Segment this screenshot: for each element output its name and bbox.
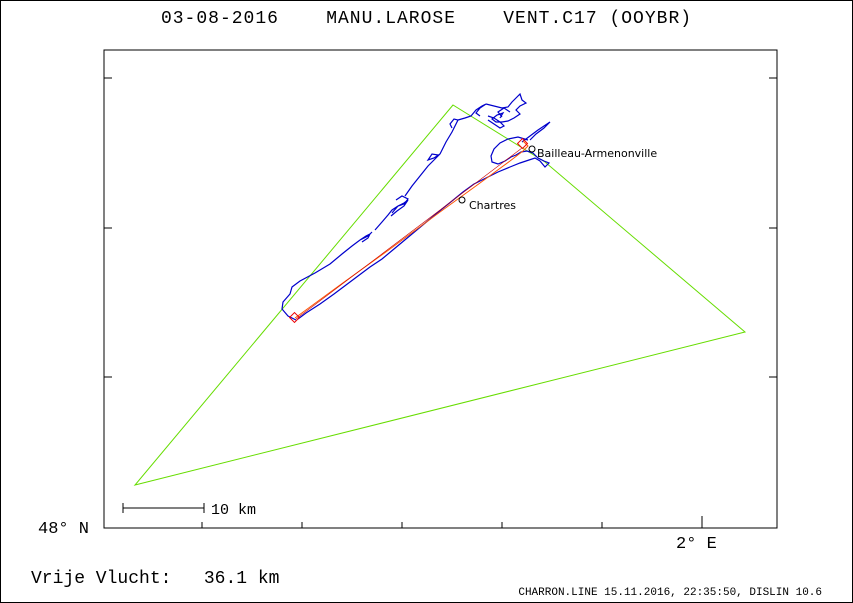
page-title: 03-08-2016 MANU.LAROSE VENT.C17 (OOYBR) xyxy=(0,9,853,29)
free-flight-result: Vrije Vlucht: 36.1 km xyxy=(31,569,279,589)
start-marker xyxy=(288,311,301,324)
result-value: 36.1 km xyxy=(203,569,280,589)
glider-name: VENT.C17 (OOYBR) xyxy=(503,9,693,29)
longitude-label: 2° E xyxy=(676,535,717,554)
pilot-name: MANU.LAROSE xyxy=(326,9,457,29)
result-label: Vrije Vlucht: xyxy=(31,569,172,589)
chartres-marker xyxy=(458,196,466,204)
turnpoint-marker xyxy=(516,137,529,150)
x-ticks xyxy=(201,516,703,528)
scale-label: 10 km xyxy=(211,502,256,519)
free-flight-line xyxy=(294,140,529,319)
flight-date: 03-08-2016 xyxy=(160,9,279,29)
scale-bar xyxy=(122,503,205,513)
chartres-label: Chartres xyxy=(469,199,516,212)
bailleau-label: Bailleau-Armenonville xyxy=(537,147,657,160)
map-axes xyxy=(103,49,778,529)
bailleau-marker xyxy=(528,145,536,153)
flight-track xyxy=(281,92,551,321)
latitude-label: 48° N xyxy=(38,520,89,539)
credits: CHARRON.LINE 15.11.2016, 22:35:50, DISLI… xyxy=(518,587,822,599)
free-flight-base xyxy=(295,147,523,320)
y-ticks xyxy=(104,77,777,378)
task-triangle xyxy=(133,104,747,486)
